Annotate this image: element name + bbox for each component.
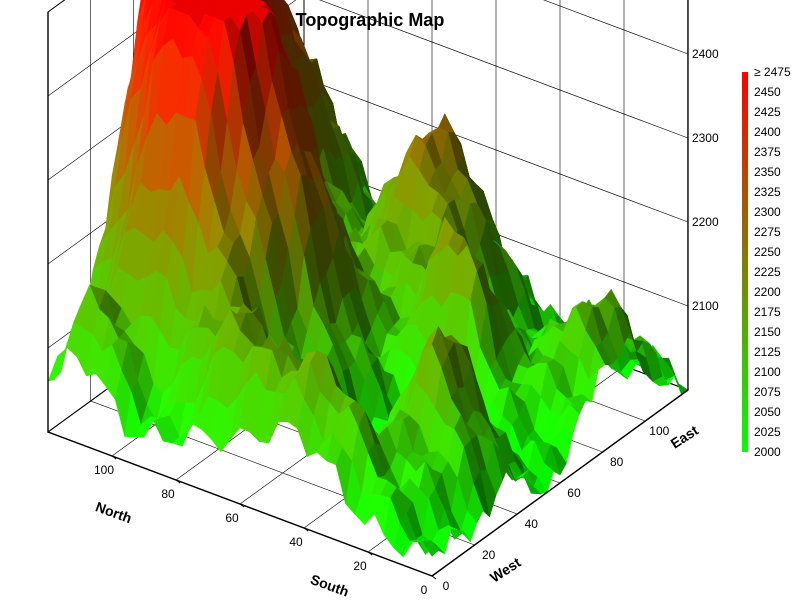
tick-label-x: 60 [225,511,239,525]
legend-label: 2125 [754,345,781,359]
legend-label: 2000 [754,445,781,459]
legend-label: 2250 [754,245,781,259]
tick-label-x: 40 [289,535,303,549]
legend-label: 2400 [754,125,781,139]
legend-label: 2275 [754,225,781,239]
tick-label-x: 0 [421,583,428,597]
tick-label-z: 2100 [692,299,719,313]
legend-label: 2150 [754,325,781,339]
tick-mark-x [432,576,436,579]
axis-label-north: North [93,498,134,526]
tick-label-x: 100 [94,463,114,477]
legend-label: 2175 [754,305,781,319]
tick-label-y: 80 [610,455,624,469]
axis-label-east: East [668,422,702,452]
legend-label: 2200 [754,285,781,299]
legend-label: 2325 [754,185,781,199]
legend-label: 2225 [754,265,781,279]
axis-label-south: South [308,571,351,600]
tick-label-z: 2400 [692,47,719,61]
legend-label: 2075 [754,385,781,399]
legend-label: 2375 [754,145,781,159]
tick-label-y: 60 [567,486,581,500]
chart-title: Topographic Map [296,10,445,30]
tick-label-z: 2200 [692,215,719,229]
tick-label-y: 0 [443,579,450,593]
legend-label: 2350 [754,165,781,179]
legend: ≥ 2475 2450 2425 2400 2375 2350 2325 2300 2275 22… [742,65,791,459]
tick-label-y: 20 [482,548,496,562]
legend-label: ≥ 2475 [754,65,791,79]
legend-label: 2300 [754,205,781,219]
legend-label: 2050 [754,405,781,419]
tick-label-z: 2300 [692,131,719,145]
legend-label: 2025 [754,425,781,439]
tick-label-x: 20 [353,559,367,573]
legend-label: 2450 [754,85,781,99]
tick-label-x: 80 [161,487,175,501]
legend-colorbar [742,72,748,452]
legend-label: 2100 [754,365,781,379]
legend-label: 2425 [754,105,781,119]
tick-label-y: 40 [525,517,539,531]
tick-label-y: 100 [649,424,669,438]
